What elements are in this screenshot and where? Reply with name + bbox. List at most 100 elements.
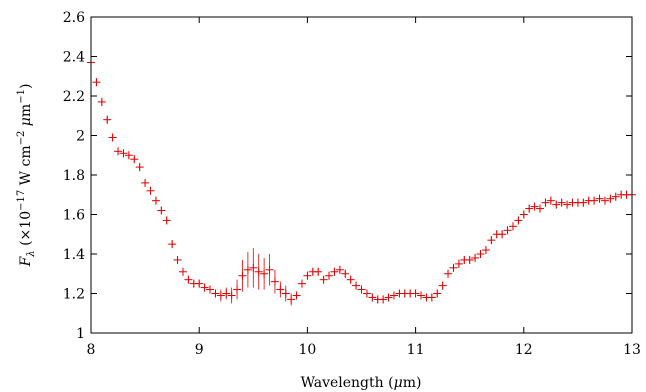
- data-point: [352, 281, 361, 290]
- data-point: [103, 115, 112, 124]
- data-point: [227, 291, 236, 300]
- data-point: [146, 186, 155, 195]
- data-point: [411, 289, 420, 298]
- data-point: [195, 279, 204, 288]
- data-point: [362, 289, 371, 298]
- data-point: [281, 289, 290, 298]
- data-point: [222, 289, 231, 298]
- data-point: [487, 236, 496, 245]
- data-point: [130, 155, 139, 164]
- data-point: [297, 279, 306, 288]
- y-tick-label: 1.4: [63, 247, 85, 263]
- data-point: [341, 269, 350, 278]
- data-point: [173, 255, 182, 264]
- data-point: [481, 246, 490, 255]
- data-point: [563, 200, 572, 209]
- data-point: [200, 283, 209, 292]
- data-point: [438, 281, 447, 290]
- x-tick-label: 10: [298, 342, 316, 358]
- x-tick-label: 11: [407, 342, 425, 358]
- y-tick-label: 2.4: [63, 50, 85, 66]
- data-point: [211, 289, 220, 298]
- y-tick-label: 1.2: [63, 287, 85, 303]
- data-point: [525, 204, 534, 213]
- data-point: [384, 293, 393, 302]
- data-point: [135, 163, 144, 172]
- data-point: [114, 147, 123, 156]
- data-point: [270, 277, 279, 286]
- data-point: [124, 151, 133, 160]
- data-point: [254, 267, 263, 276]
- data-point: [498, 230, 507, 239]
- y-tick-label: 1.8: [63, 168, 85, 184]
- data-point: [546, 196, 555, 205]
- data-point: [536, 204, 545, 213]
- data-point: [476, 250, 485, 258]
- data-point: [287, 295, 296, 304]
- data-point: [260, 269, 269, 278]
- data-point: [346, 275, 355, 284]
- data-point: [325, 271, 334, 280]
- data-point: [276, 285, 285, 294]
- data-point: [151, 196, 160, 205]
- data-point: [600, 196, 609, 205]
- data-point: [249, 263, 258, 272]
- data-point: [449, 263, 458, 272]
- data-point: [471, 253, 480, 262]
- data-point: [216, 291, 225, 300]
- data-point: [168, 240, 177, 249]
- data-point: [303, 271, 312, 280]
- data-point: [590, 196, 599, 205]
- y-axis: 1 1.2 1.4 1.6 1.8 2 2.2 2.4 2.6: [63, 10, 632, 342]
- data-point: [595, 194, 604, 203]
- x-tick-label: 8: [87, 342, 96, 358]
- data-point: [243, 265, 252, 274]
- data-point: [427, 293, 436, 302]
- data-point: [119, 149, 128, 158]
- data-point: [530, 202, 539, 211]
- x-tick-label: 13: [623, 342, 641, 358]
- data-point: [319, 275, 328, 284]
- data-point: [519, 210, 528, 219]
- y-tick-label: 2.6: [63, 10, 85, 26]
- data-point: [465, 255, 474, 264]
- data-point: [265, 265, 274, 274]
- data-point: [514, 216, 523, 225]
- x-tick-label: 12: [515, 342, 533, 358]
- data-point: [379, 295, 388, 304]
- data-point: [178, 267, 187, 276]
- data-point: [552, 200, 561, 209]
- data-point: [292, 291, 301, 300]
- data-point: [606, 194, 615, 203]
- data-point: [389, 291, 398, 300]
- error-bars: [90, 58, 633, 306]
- data-point: [541, 198, 550, 207]
- data-point: [314, 267, 323, 276]
- data-point: [141, 178, 150, 187]
- y-tick-label: 1.6: [63, 208, 85, 224]
- y-tick-label: 1: [76, 326, 85, 342]
- data-point: [557, 198, 566, 207]
- data-point: [233, 285, 242, 294]
- y-axis-label: Fλ (×10−17 W cm−2 μm−1): [16, 84, 37, 268]
- data-point: [508, 222, 517, 231]
- y-tick-label: 2.2: [63, 89, 85, 105]
- data-points: [87, 58, 636, 304]
- x-axis: 8 9 10 11 12 13: [87, 17, 641, 358]
- data-point: [206, 285, 215, 294]
- data-point: [108, 133, 117, 142]
- data-point: [157, 206, 166, 215]
- data-point: [444, 269, 453, 278]
- data-point: [184, 275, 193, 284]
- data-point: [433, 289, 442, 298]
- data-point: [357, 285, 366, 294]
- data-point: [611, 192, 620, 201]
- x-tick-label: 9: [195, 342, 204, 358]
- data-point: [454, 259, 463, 268]
- data-point: [368, 293, 377, 302]
- data-point: [238, 271, 247, 280]
- data-point: [92, 78, 101, 87]
- data-point: [335, 265, 344, 274]
- y-tick-label: 2: [76, 129, 85, 145]
